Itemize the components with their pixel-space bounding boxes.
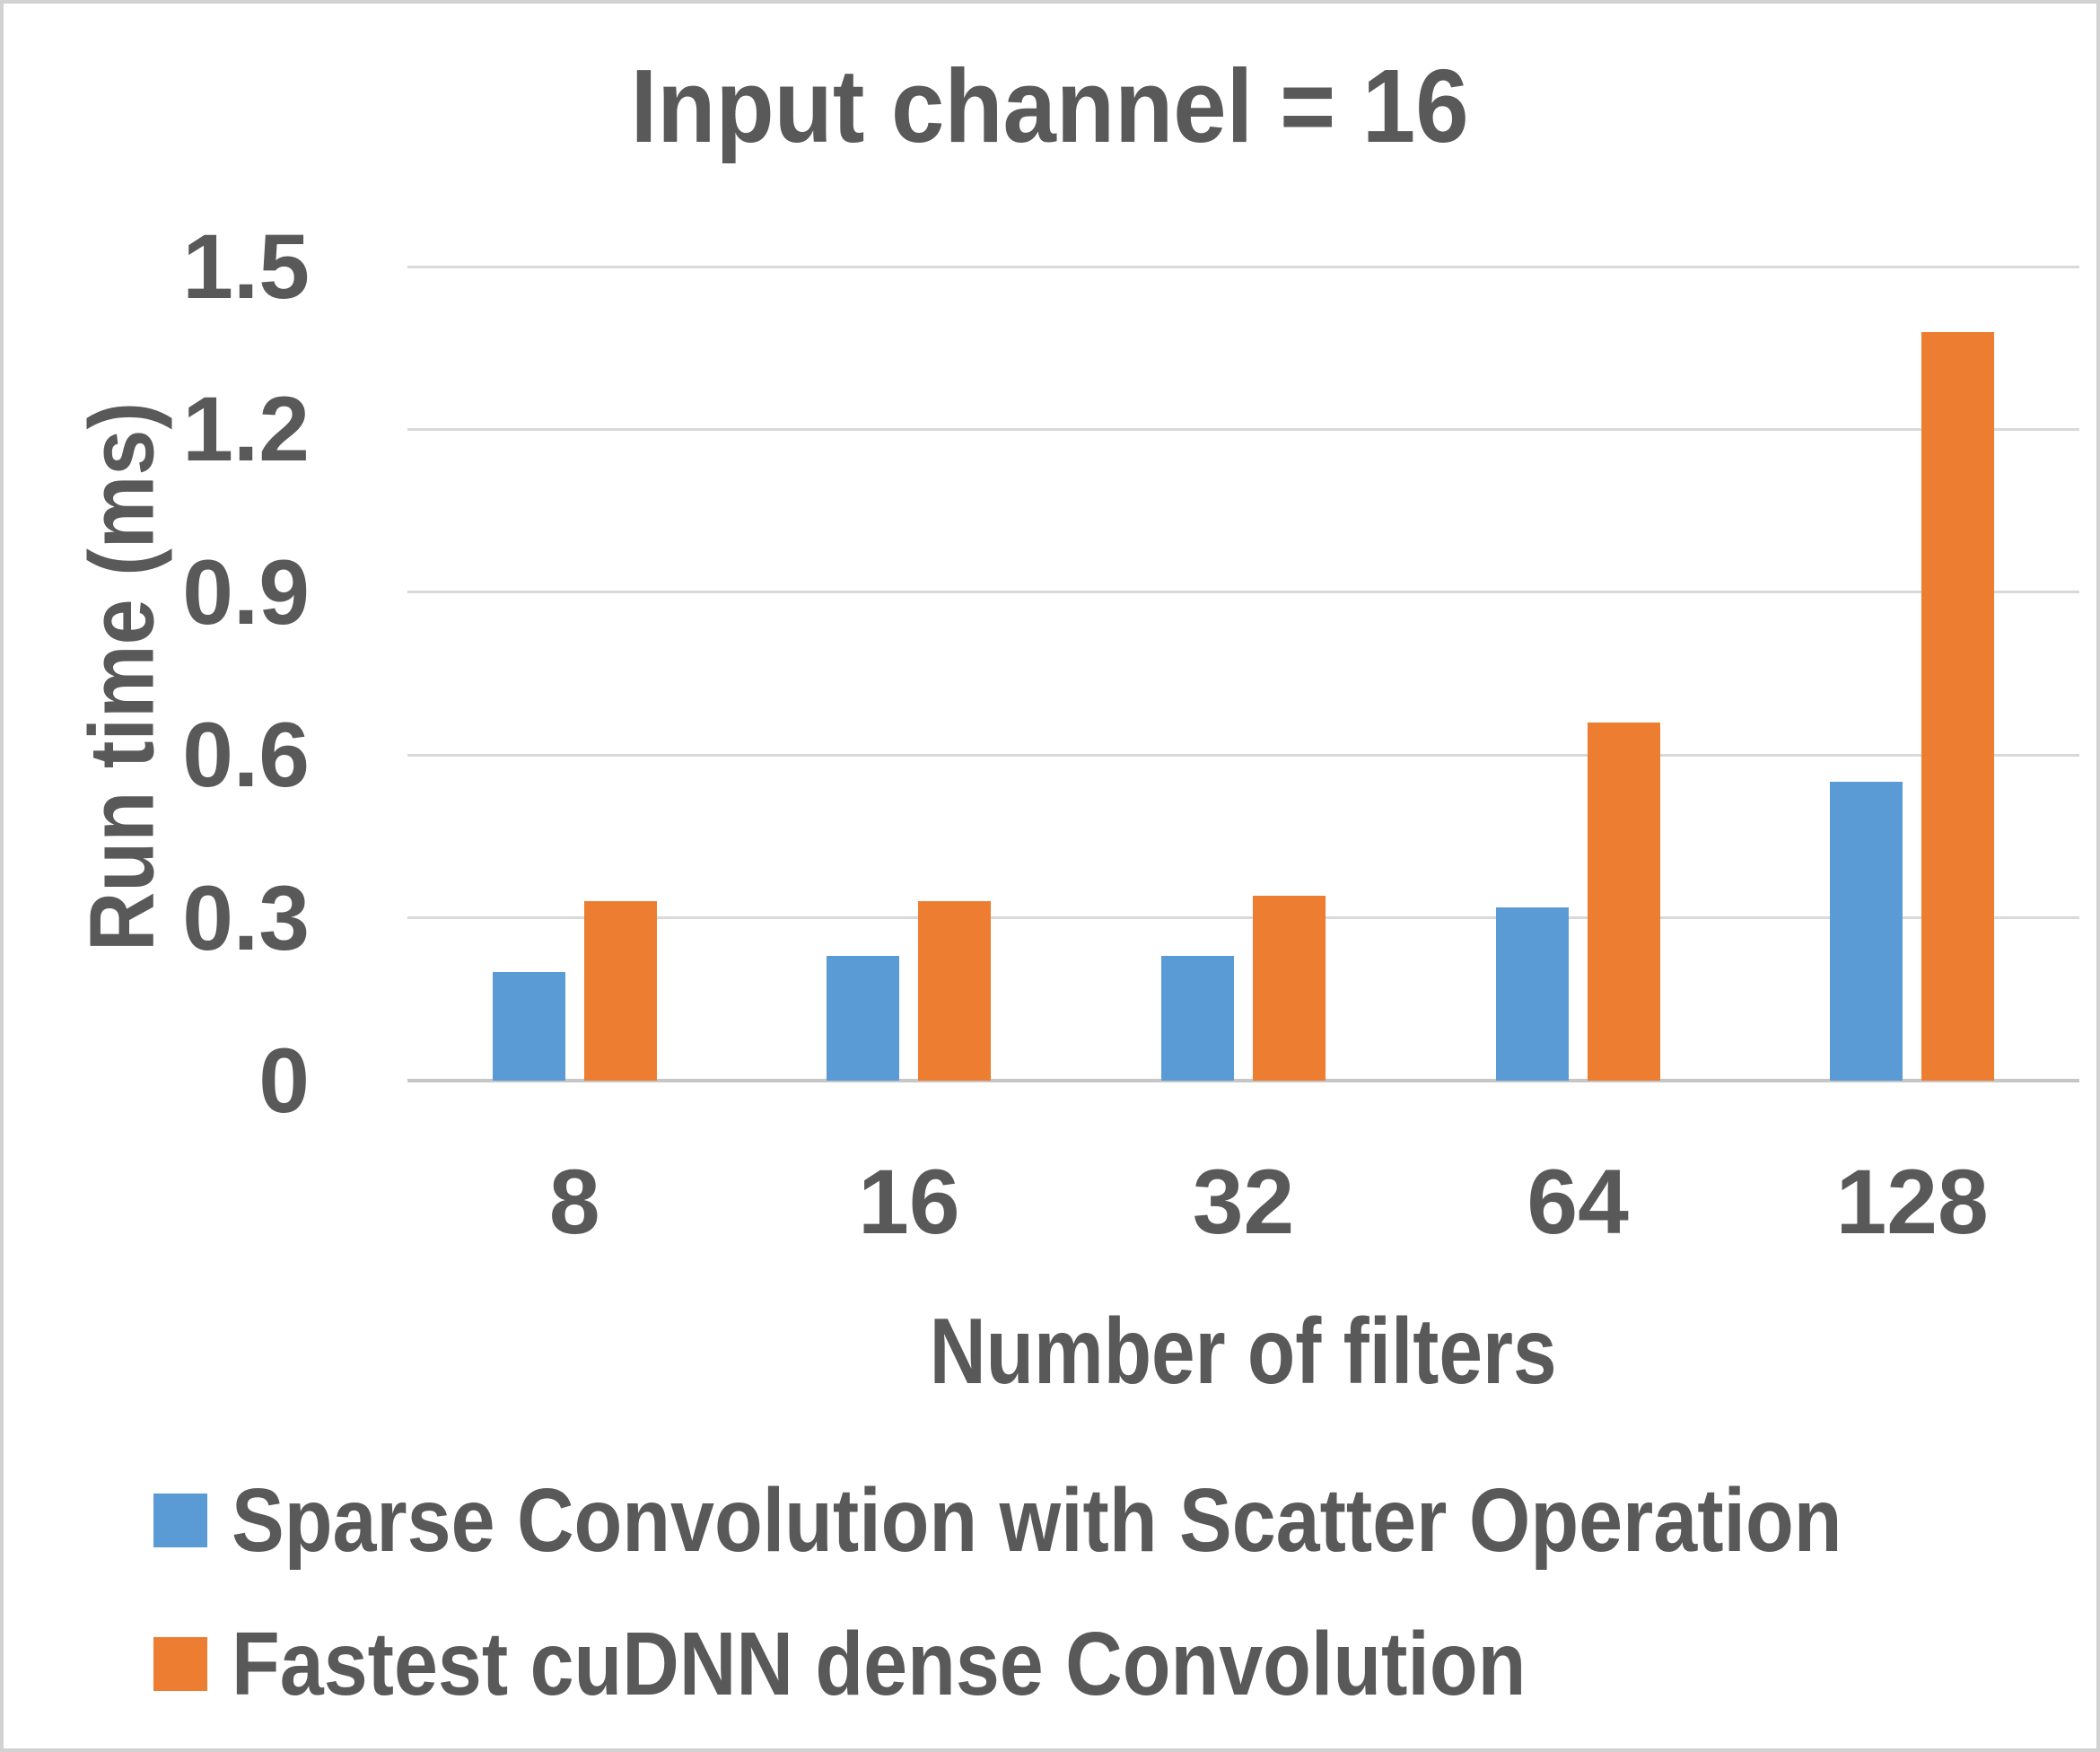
bar-group-128	[1745, 267, 2079, 1081]
bar-series2-cat32	[1252, 896, 1326, 1081]
x-tick-label: 16	[858, 1151, 960, 1253]
x-tick-label: 128	[1835, 1151, 1989, 1253]
bar-series1-cat64	[1495, 907, 1569, 1081]
y-tick-label: 1.5	[182, 215, 310, 318]
y-tick-label: 0	[258, 1029, 310, 1132]
x-tick-label: 64	[1527, 1151, 1629, 1253]
legend-label: Fastest cuDNN dense Convolution	[232, 1614, 1527, 1714]
x-axis-title-text: Number of filters	[930, 1300, 1557, 1404]
bar-series1-cat16	[827, 955, 900, 1081]
x-axis-line	[407, 1078, 2079, 1082]
bar-series1-cat8	[492, 972, 565, 1081]
x-axis-title: Number of filters	[407, 1300, 2079, 1404]
legend-item-series1: Sparse Convolution with Scatter Operatio…	[153, 1476, 2061, 1565]
y-tick-label: 0.3	[182, 866, 310, 969]
gridline	[407, 427, 2079, 431]
bar-group-8	[407, 267, 742, 1081]
chart-title: Input channel = 16	[4, 47, 2096, 166]
gridline	[407, 265, 2079, 268]
y-tick-label: 0.6	[182, 704, 310, 807]
x-axis-tick-labels: 8 16 32 64 128	[407, 1152, 2079, 1251]
bar-series1-cat128	[1830, 782, 1903, 1081]
bar-series2-cat16	[918, 901, 992, 1081]
legend-item-series2: Fastest cuDNN dense Convolution	[153, 1619, 1702, 1709]
bars-layer	[407, 267, 2079, 1081]
y-tick-label: 1.2	[182, 378, 310, 481]
bar-group-64	[1411, 267, 1746, 1081]
x-tick-label: 8	[548, 1151, 600, 1253]
gridline	[407, 916, 2079, 920]
legend-swatch-icon	[153, 1637, 207, 1691]
y-tick-label: 0.9	[182, 540, 310, 644]
legend-label: Sparse Convolution with Scatter Operatio…	[232, 1470, 1842, 1571]
bar-series2-cat128	[1921, 331, 1995, 1081]
bar-series2-cat8	[583, 901, 657, 1081]
bar-group-32	[1076, 267, 1411, 1081]
gridline	[407, 753, 2079, 757]
legend-swatch-icon	[153, 1494, 207, 1547]
bar-group-16	[742, 267, 1077, 1081]
bar-series2-cat64	[1587, 722, 1660, 1081]
plot-area	[407, 265, 2079, 1082]
x-tick-label: 32	[1192, 1151, 1295, 1253]
chart-title-text: Input channel = 16	[630, 48, 1469, 164]
bar-series1-cat32	[1160, 955, 1234, 1081]
gridline	[407, 591, 2079, 594]
